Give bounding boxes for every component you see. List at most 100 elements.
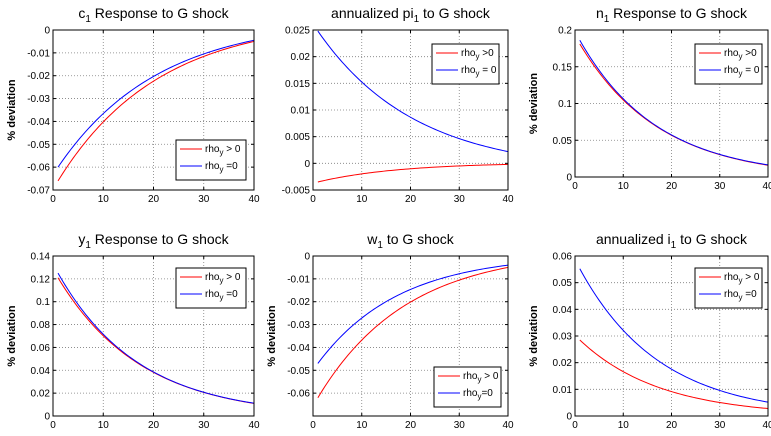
series-line-1: [317, 266, 509, 398]
y-tick-label: 0.05: [553, 278, 573, 289]
legend-entry: rhoy = 0: [461, 65, 497, 78]
y-tick-label: 0.08: [31, 320, 51, 331]
legend-entry: rhoy =0: [724, 289, 757, 302]
subplot-title-rest: to G shock: [383, 231, 455, 247]
legend-entry: rhoy > 0: [463, 371, 499, 384]
legend-entry-main: rho: [463, 371, 478, 382]
y-tick-label: 0: [304, 159, 310, 170]
legend-entry-main: rho: [724, 272, 739, 283]
series-line-1: [317, 163, 509, 183]
legend-entry-sub: y: [219, 165, 223, 174]
y-tick-label: 0.01: [553, 385, 573, 396]
y-tick-label: 0: [566, 412, 572, 423]
x-tick-label: 30: [714, 420, 726, 431]
legend-box: [694, 267, 763, 309]
x-tick-label: 10: [98, 420, 110, 431]
x-tick-label: 10: [356, 420, 368, 431]
y-axis-label: % deviation: [528, 305, 540, 366]
legend-entry-sub: y: [219, 276, 223, 285]
subplot-title-sub: 1: [377, 240, 383, 251]
y-tick-label: 0.025: [285, 26, 310, 37]
y-tick-label: 0.06: [31, 343, 51, 354]
x-tick-label: 0: [572, 420, 578, 431]
subplot-title-main: annualized pi: [331, 5, 414, 21]
x-tick-label: 0: [50, 194, 56, 205]
legend-entry-main: rho: [461, 65, 476, 76]
series-line-2: [317, 264, 509, 364]
legend-entry-rest: = 0: [742, 65, 759, 76]
x-tick-label: 40: [502, 194, 514, 205]
x-tick-label: 30: [454, 194, 466, 205]
x-tick-label: 0: [310, 194, 316, 205]
legend-entry: rhoy > 0: [205, 272, 241, 285]
x-tick-label: 40: [248, 420, 260, 431]
subplot-title-rest: Response to G shock: [91, 5, 230, 21]
y-tick-label: 0: [44, 412, 50, 423]
y-tick-label: 0.2: [558, 26, 572, 37]
x-tick-label: 20: [148, 420, 160, 431]
legend-entry-rest: > 0: [223, 144, 240, 155]
subplot-title-rest: to G shock: [419, 5, 491, 21]
legend-entry-sub: y: [738, 52, 742, 61]
subplot-title-main: annualized i: [596, 231, 671, 247]
subplot-6: 0 10 20 30 40 0 0.01 0.02 0.03 0.04 0.05 0.06 annual…: [528, 231, 771, 431]
x-tick-label: 40: [762, 181, 771, 192]
subplot-2: 0 10 20 30 40-0.00500.0050.010.0150.020.025a…: [282, 5, 514, 205]
y-tick-label: 0.03: [553, 332, 573, 343]
subplot-title-sub: 1: [85, 240, 91, 251]
subplot-title-main: c: [78, 5, 85, 21]
subplot-title-main: n: [596, 5, 604, 21]
subplot-title: annualized pi1 to G shock: [331, 5, 491, 25]
legend-entry-rest: =0: [223, 289, 238, 300]
y-tick-label: 0: [566, 173, 572, 184]
y-tick-label: 0.005: [285, 132, 310, 143]
y-tick-label: 0.015: [285, 79, 310, 90]
legend-entry-rest: >0: [742, 48, 757, 59]
legend-entry-main: rho: [461, 48, 476, 59]
y-tick-label: -0.04: [27, 117, 50, 128]
legend-entry-sub: y: [738, 69, 742, 78]
legend-entry-rest: >0: [479, 48, 494, 59]
subplot-title-sub: 1: [604, 14, 610, 25]
x-tick-label: 20: [148, 194, 160, 205]
subplot-title: annualized i1 to G shock: [596, 231, 748, 251]
x-tick-label: 30: [714, 181, 726, 192]
legend-entry-main: rho: [205, 161, 220, 172]
y-tick-label: 0.12: [31, 274, 51, 285]
legend-box: [694, 43, 763, 85]
y-axis-label: % deviation: [266, 305, 278, 366]
legend-entry: rhoy =0: [205, 289, 238, 302]
legend-entry-sub: y: [219, 293, 223, 302]
series-line-2: [579, 40, 769, 166]
y-tick-label: -0.01: [27, 48, 50, 59]
x-tick-label: 30: [454, 420, 466, 431]
series-line-2: [317, 30, 509, 153]
x-tick-label: 20: [405, 194, 417, 205]
legend-entry-main: rho: [205, 144, 220, 155]
x-tick-label: 20: [666, 181, 678, 192]
y-tick-label: 0: [304, 252, 310, 263]
y-tick-label: 0.04: [31, 366, 51, 377]
subplot-title-rest: Response to G shock: [609, 5, 748, 21]
y-axis-label: % deviation: [6, 79, 18, 140]
legend-entry-main: rho: [724, 289, 739, 300]
legend: rhoy >0 rhoy = 0: [431, 43, 500, 85]
y-tick-label: -0.05: [287, 366, 310, 377]
x-tick-label: 30: [198, 420, 210, 431]
legend-entry: rhoy > 0: [205, 144, 241, 157]
legend-box: [433, 366, 502, 408]
y-tick-label: -0.04: [287, 343, 310, 354]
subplot-title-main: w: [366, 231, 378, 247]
y-tick-label: -0.005: [282, 186, 311, 197]
x-tick-label: 10: [98, 194, 110, 205]
x-tick-label: 0: [572, 181, 578, 192]
legend-box: [175, 267, 247, 309]
legend-entry: rhoy = 0: [724, 65, 760, 78]
legend-entry: rhoy >0: [461, 48, 494, 61]
series-line-1: [57, 40, 255, 182]
subplot-title: c1 Response to G shock: [78, 5, 229, 25]
